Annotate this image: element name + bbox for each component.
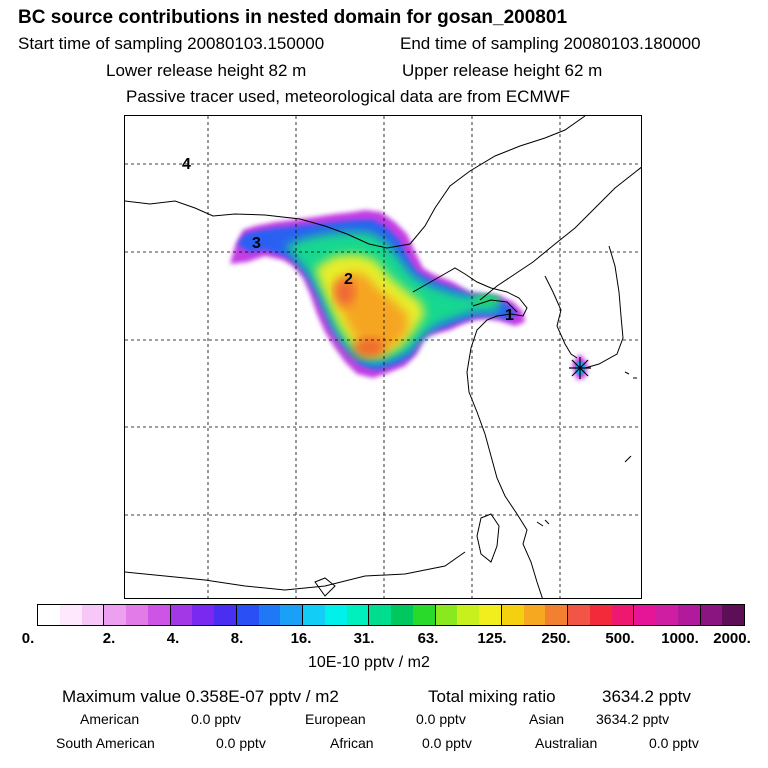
maximum-value-label: Maximum value 0.358E-07 pptv / m2 [62,688,339,705]
plot-title: BC source contributions in nested domain… [18,8,567,27]
colorbar-swatch [457,605,479,625]
colorbar-tick-11: 2000. [713,631,751,646]
bc-plume [230,210,588,380]
region-name-asian: Asian [529,712,564,726]
plume-hotspot-south [353,338,385,358]
region-value-south-american: 0.0 pptv [216,736,266,750]
receptor-star-icon [569,357,591,379]
colorbar-swatch [590,605,612,625]
map-panel: 1 2 3 4 [124,115,642,599]
region-value-european: 0.0 pptv [416,712,466,726]
colorbar-swatch [237,605,259,625]
colorbar-swatch [82,605,105,625]
colorbar-swatch [656,605,678,625]
start-time-label: Start time of sampling 20080103.150000 [18,35,324,52]
total-mixing-ratio-value: 3634.2 pptv [602,688,691,705]
colorbar-tick-3: 8. [231,631,244,646]
region-value-asian: 3634.2 pptv [596,712,669,726]
colorbar-swatch [436,605,458,625]
colorbar-swatch [104,605,126,625]
tracer-note: Passive tracer used, meteorological data… [126,88,570,105]
colorbar-tick-2: 4. [167,631,180,646]
marker-label-3: 3 [252,235,261,252]
south-coast [125,552,465,590]
map-canvas: 1 2 3 4 [125,116,642,599]
region-name-african: African [330,736,374,750]
colorbar-swatch [192,605,214,625]
colorbar-swatch [701,605,723,625]
colorbar-swatch [60,605,82,625]
colorbar-swatch [479,605,502,625]
region-name-european: European [305,712,366,726]
region-value-american: 0.0 pptv [191,712,241,726]
colorbar-tick-5: 31. [354,631,375,646]
colorbar-tick-4: 16. [291,631,312,646]
colorbar-tick-9: 500. [605,631,634,646]
korea-coast-east [585,246,623,368]
region-name-australian: Australian [535,736,597,750]
colorbar-swatch [171,605,193,625]
region-name-american: American [80,712,139,726]
marker-label-1: 1 [505,307,514,324]
lower-release-label: Lower release height 82 m [106,62,306,79]
total-mixing-ratio-label: Total mixing ratio [428,688,556,705]
korea-coast-west [545,276,577,358]
region-name-south-american: South American [56,736,155,750]
colorbar-unit-label: 10E-10 pptv / m2 [308,655,430,671]
upper-release-label: Upper release height 62 m [402,62,602,79]
colorbar-swatch [303,605,325,625]
marker-label-2: 2 [344,271,353,288]
colorbar-tick-6: 63. [418,631,439,646]
korea-border [480,166,642,300]
colorbar-swatch [722,605,744,625]
colorbar-tick-0: 0. [22,631,35,646]
colorbar-swatch [391,605,413,625]
colorbar-swatch [126,605,148,625]
colorbar-swatch [413,605,436,625]
end-time-label: End time of sampling 20080103.180000 [400,35,701,52]
colorbar-swatch [280,605,303,625]
taiwan [477,514,499,562]
colorbar-swatch [347,605,370,625]
colorbar-swatch [612,605,635,625]
colorbar-swatch [259,605,281,625]
ryukyu-islands [537,372,637,526]
colorbar-swatch [369,605,391,625]
colorbar-swatch [325,605,347,625]
colorbar-swatch [38,605,60,625]
colorbar [37,604,745,626]
colorbar-tick-10: 1000. [661,631,699,646]
colorbar-swatch [678,605,701,625]
region-value-african: 0.0 pptv [422,736,472,750]
colorbar-swatch [524,605,546,625]
marker-label-4: 4 [182,156,191,173]
colorbar-swatch [148,605,171,625]
colorbar-swatch [634,605,656,625]
colorbar-swatch [502,605,524,625]
colorbar-tick-8: 250. [541,631,570,646]
colorbar-swatch [214,605,237,625]
region-value-australian: 0.0 pptv [649,736,699,750]
colorbar-tick-7: 125. [477,631,506,646]
colorbar-swatch [568,605,590,625]
colorbar-swatch [545,605,568,625]
colorbar-tick-1: 2. [103,631,116,646]
